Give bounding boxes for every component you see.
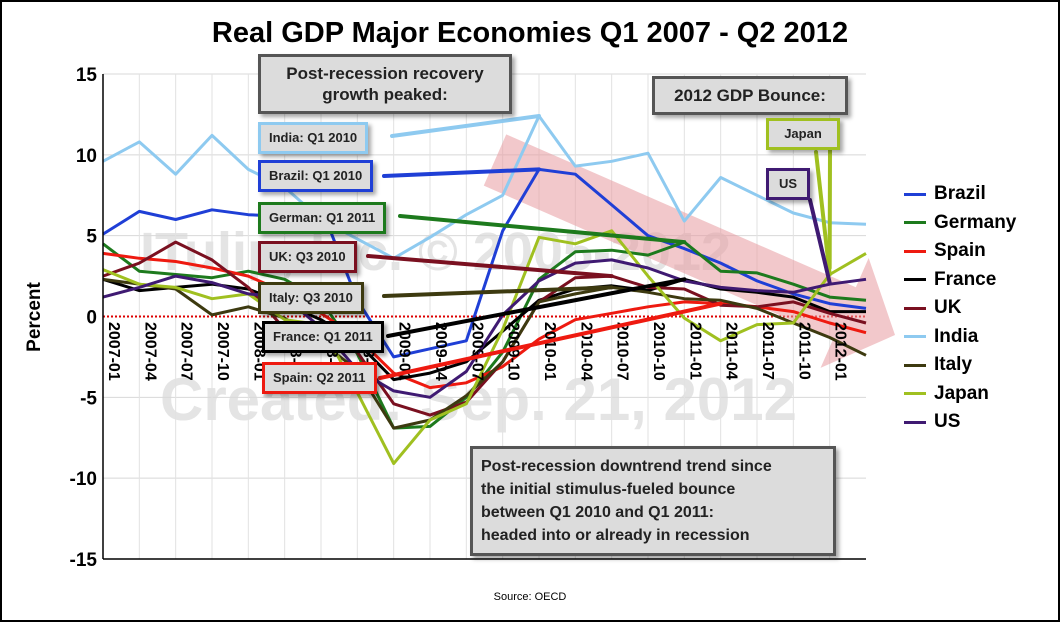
x-tick-label: 2011-07 — [759, 322, 776, 380]
x-tick-label: 2009-07 — [468, 322, 485, 381]
callout-peak-header: Post-recession recovery growth peaked: — [258, 54, 512, 114]
x-tick-label: 2007-07 — [178, 322, 195, 381]
legend-label: Brazil — [934, 183, 986, 204]
series-line-italy — [102, 277, 867, 430]
x-tick-label: 2010-10 — [650, 322, 667, 381]
y-tick-label: 0 — [86, 308, 97, 329]
legend-swatch — [904, 363, 926, 367]
leader-italy — [382, 285, 614, 298]
callout-brazil: Brazil: Q1 2010 — [258, 160, 374, 192]
legend-item-germany: Germany — [904, 211, 1016, 235]
callout-uk: UK: Q3 2010 — [258, 241, 357, 273]
legend-swatch — [904, 249, 926, 253]
x-tick-label: 2009-10 — [505, 322, 522, 381]
legend-item-france: France — [904, 268, 996, 292]
series-line-india — [102, 114, 867, 260]
x-tick-label: 2007-01 — [105, 322, 122, 381]
y-tick-label: 10 — [76, 146, 97, 167]
legend-item-spain: Spain — [904, 239, 986, 263]
legend-item-uk: UK — [904, 296, 961, 320]
x-tick-label: 2012-01 — [832, 322, 849, 381]
callout-spain: Spain: Q2 2011 — [262, 362, 377, 394]
legend-swatch — [904, 392, 926, 395]
legend-swatch — [904, 221, 926, 224]
legend-item-japan: Japan — [904, 382, 989, 406]
legend-label: Japan — [934, 382, 989, 404]
legend-label: US — [934, 411, 961, 432]
y-tick-label: -15 — [70, 550, 98, 571]
chart-title: Real GDP Major Economies Q1 2007 - Q2 20… — [212, 17, 848, 49]
callout-us: US — [766, 168, 810, 200]
leader-uk — [366, 254, 614, 279]
x-tick-label: 2009-01 — [396, 322, 413, 381]
series-line-france — [102, 277, 866, 382]
legend-label: Spain — [934, 240, 986, 261]
callout-india: India: Q1 2010 — [258, 122, 369, 154]
callout-france: France: Q1 2011 — [262, 321, 384, 353]
leader-germany — [398, 214, 687, 245]
x-tick-label: 2011-01 — [686, 322, 703, 380]
y-tick-label: 5 — [86, 227, 97, 248]
leader-spain — [378, 301, 723, 380]
legend-label: UK — [934, 297, 962, 318]
y-tick-label: 15 — [76, 65, 98, 86]
x-tick-label: 2011-04 — [723, 322, 740, 380]
legend-swatch — [904, 278, 926, 281]
legend-item-brazil: Brazil — [904, 182, 986, 206]
legend-label: Germany — [934, 211, 1017, 233]
legend-swatch — [904, 192, 926, 196]
legend-item-india: India — [904, 325, 978, 349]
leader-japan-2 — [814, 150, 832, 277]
callout-germany: German: Q1 2011 — [258, 202, 387, 234]
y-tick-label: -5 — [80, 388, 97, 409]
y-tick-label: -10 — [70, 469, 97, 490]
x-tick-label: 2009-04 — [432, 322, 449, 381]
legend-item-italy: Italy — [904, 353, 972, 377]
legend-swatch — [904, 420, 926, 424]
source-note: Source: OECD — [494, 591, 567, 603]
leader-india — [390, 114, 541, 138]
series-line-us — [102, 258, 867, 399]
series-line-uk — [102, 240, 867, 417]
y-axis-label: Percent — [24, 281, 45, 351]
x-tick-label: 2007-10 — [214, 322, 231, 381]
callout-japan: Japan — [766, 118, 840, 150]
x-tick-label: 2010-07 — [614, 322, 631, 381]
leader-brazil — [382, 167, 541, 178]
leader-france — [386, 277, 687, 338]
leader-us — [808, 198, 832, 285]
callout-downtrend: Post-recession downtrend trend since the… — [470, 446, 836, 556]
x-tick-label: 2011-10 — [795, 322, 812, 380]
x-tick-label: 2010-01 — [541, 322, 558, 381]
series-line-japan — [102, 229, 867, 466]
callout-italy: Italy: Q3 2010 — [258, 282, 364, 314]
legend-label: India — [934, 325, 979, 347]
x-tick-label: 2007-04 — [141, 322, 158, 381]
callout-bounce-header: 2012 GDP Bounce: — [652, 76, 848, 115]
legend-label: Italy — [934, 354, 973, 375]
legend-swatch — [904, 335, 926, 338]
legend-label: France — [934, 268, 997, 290]
legend-swatch — [904, 306, 926, 310]
x-tick-label: 2010-04 — [577, 322, 594, 381]
legend-item-us: US — [904, 410, 960, 434]
